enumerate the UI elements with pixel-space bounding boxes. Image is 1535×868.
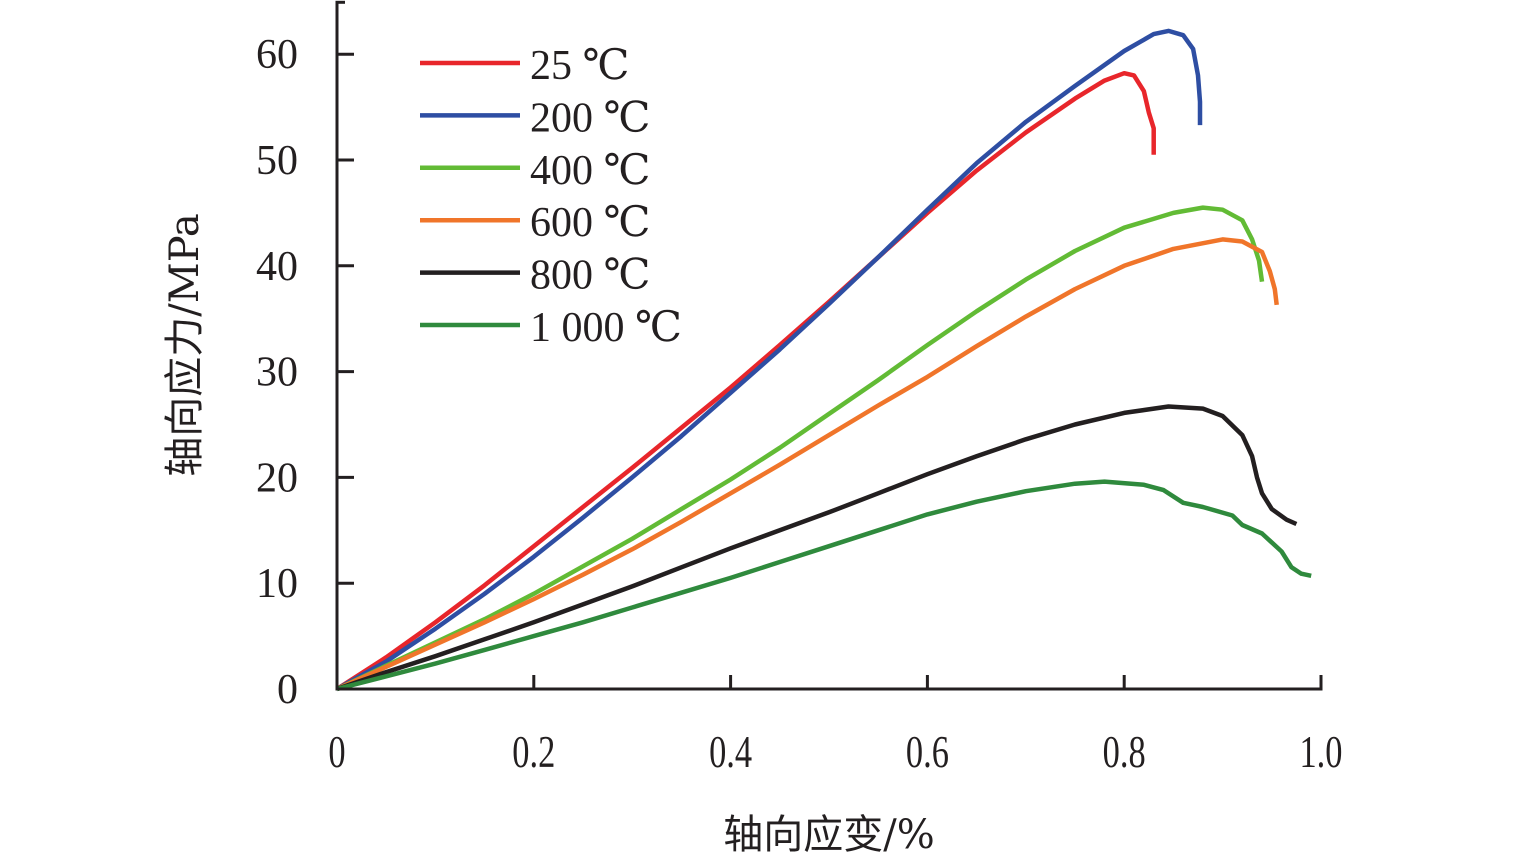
y-tick-label: 20 bbox=[256, 455, 298, 501]
x-tick-label: 0.6 bbox=[906, 726, 949, 777]
x-tick-label: 0 bbox=[328, 726, 345, 777]
legend-label: 25 ℃ bbox=[530, 43, 629, 89]
series-line-4 bbox=[336, 404, 1298, 692]
x-tick-label: 0.8 bbox=[1103, 726, 1146, 777]
legend-item: 400 ℃ bbox=[420, 148, 650, 194]
x-tick-label: 0.4 bbox=[709, 726, 752, 777]
y-tick-label: 40 bbox=[256, 244, 298, 290]
y-tick-label: 50 bbox=[256, 138, 298, 184]
series-line-5 bbox=[336, 479, 1312, 692]
legend-label: 400 ℃ bbox=[530, 148, 650, 194]
y-tick-label: 30 bbox=[256, 350, 298, 396]
legend-label: 1 000 ℃ bbox=[530, 305, 682, 351]
legend-label: 200 ℃ bbox=[530, 95, 650, 141]
y-tick-label: 10 bbox=[256, 561, 298, 607]
series-layer bbox=[335, 28, 1312, 692]
y-tick-label: 60 bbox=[256, 32, 298, 78]
legend-label: 600 ℃ bbox=[530, 200, 650, 246]
legend-item: 600 ℃ bbox=[420, 200, 650, 246]
series-line-3 bbox=[336, 237, 1279, 692]
legend-item: 800 ℃ bbox=[420, 253, 650, 299]
x-axis-title: 轴向应变/% bbox=[723, 812, 934, 858]
legend: 25 ℃ 200 ℃ 400 ℃ 600 ℃ 800 ℃ 1 000 ℃ bbox=[420, 43, 682, 351]
ticks-layer: 0 10 20 30 40 50 60 0 0.2 0.4 0.6 0.8 1.0 bbox=[256, 32, 1343, 777]
x-tick-label: 0.2 bbox=[512, 726, 555, 777]
series-line-1 bbox=[335, 28, 1203, 691]
legend-item: 200 ℃ bbox=[420, 95, 650, 141]
legend-item: 25 ℃ bbox=[420, 43, 629, 89]
legend-item: 1 000 ℃ bbox=[420, 305, 682, 351]
y-tick-label: 0 bbox=[277, 667, 298, 713]
axes-layer bbox=[335, 0, 1323, 691]
series-line-2 bbox=[336, 205, 1265, 692]
legend-label: 800 ℃ bbox=[530, 253, 650, 299]
y-axis-title: 轴向应力/MPa bbox=[162, 213, 208, 476]
x-tick-label: 1.0 bbox=[1299, 726, 1342, 777]
